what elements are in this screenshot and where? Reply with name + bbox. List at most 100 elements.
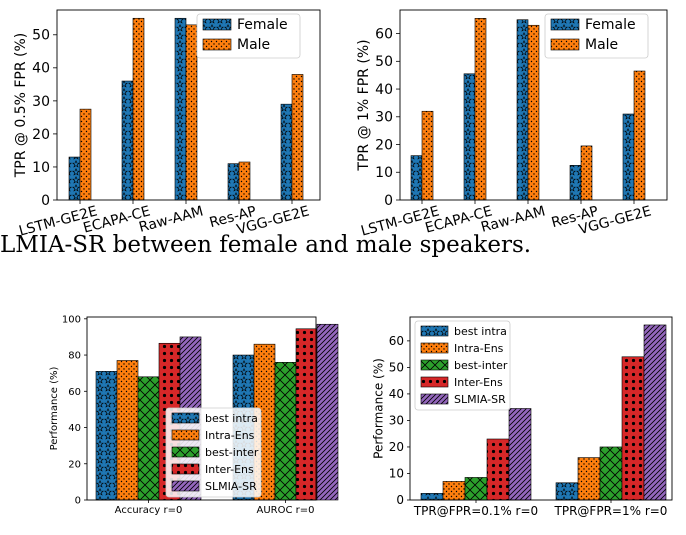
chart-4: TPR@FPR=0.1% r=0 TPR@FPR=1% r=0 0 10 20 30 40 5… — [372, 316, 673, 518]
legend-label: best-inter — [454, 359, 508, 372]
bar-hatch — [317, 324, 338, 500]
bar-hatch — [175, 18, 186, 201]
chart-3: Accuracy r=0 AUROC r=0 0 20 40 60 80 100 Perform… — [49, 314, 339, 516]
legend-label: best-inter — [205, 446, 259, 459]
axes-frame — [86, 316, 317, 501]
y-tick-label: 20 — [389, 440, 404, 454]
bar-hatch — [228, 163, 239, 200]
bar-hatch — [296, 328, 317, 500]
bar-hatch — [464, 73, 475, 200]
legend-label: Intra-Ens — [454, 342, 504, 355]
bar-hatch — [644, 324, 666, 500]
x-tick-label: TPR@FPR=0.1% r=0 — [413, 504, 538, 518]
legend: best intra Intra-Ens best-inter Inter-Ens SL… — [414, 320, 511, 411]
bar-hatch — [422, 111, 433, 200]
legend-label: SLMIA-SR — [205, 480, 257, 493]
legend-swatch-hatch — [172, 447, 199, 457]
bar-hatch — [509, 408, 531, 500]
bar-hatch — [133, 18, 144, 201]
bar-hatch — [421, 493, 443, 500]
y-tick-label: 0 — [384, 193, 393, 209]
legend-swatch-hatch — [172, 464, 199, 474]
axes-frame — [56, 9, 321, 201]
y-tick-label: 30 — [32, 94, 50, 110]
legend-swatch-hatch — [203, 39, 231, 50]
bar-hatch — [578, 457, 600, 500]
legend-label: Intra-Ens — [205, 429, 255, 442]
y-axis-label: Performance (%) — [49, 366, 60, 450]
y-tick-label: 20 — [68, 459, 81, 470]
y-tick-label: 50 — [389, 361, 404, 375]
bar-hatch — [581, 145, 592, 200]
bar-hatch — [186, 24, 197, 200]
y-tick-label: 40 — [375, 82, 393, 98]
bar-hatch — [292, 74, 303, 200]
bar-hatch — [443, 481, 465, 500]
x-tick-label: Accuracy r=0 — [115, 505, 183, 516]
legend-swatch-hatch — [421, 394, 448, 404]
bar-hatch — [517, 19, 528, 201]
y-tick-label: 20 — [32, 127, 50, 143]
y-tick-label: 30 — [375, 110, 393, 126]
bar-hatch — [281, 104, 292, 200]
bar-hatch — [634, 71, 645, 200]
y-tick-label: 50 — [375, 54, 393, 70]
legend-label: Female — [585, 17, 636, 33]
y-tick-label: 0 — [75, 496, 81, 507]
y-tick-label: 50 — [32, 28, 50, 44]
bar-hatch — [275, 362, 296, 500]
x-tick-label: TPR@FPR=1% r=0 — [554, 504, 668, 518]
legend-label: best intra — [454, 325, 507, 338]
legend-label: Inter-Ens — [205, 463, 254, 476]
y-tick-label: 40 — [32, 61, 50, 77]
bar-hatch — [96, 371, 117, 500]
bar-hatch — [138, 376, 159, 500]
y-tick-label: 40 — [68, 423, 81, 434]
legend-label: Male — [237, 37, 270, 53]
axes-frame — [409, 316, 673, 501]
legend-label: Female — [237, 17, 288, 33]
bar-hatch — [411, 155, 422, 200]
legend-swatch-hatch — [172, 430, 199, 440]
legend-swatch-hatch — [421, 343, 448, 353]
legend-swatch-hatch — [551, 39, 579, 50]
legend: Female Male — [544, 13, 649, 59]
y-tick-label: 60 — [375, 26, 393, 42]
bar-hatch — [622, 356, 644, 500]
legend-swatch-hatch — [421, 326, 448, 336]
figure-caption: LMIA-SR between female and male speakers… — [0, 232, 532, 258]
y-tick-label: 60 — [389, 334, 404, 348]
bar-hatch — [570, 165, 581, 200]
legend-swatch-hatch — [421, 377, 448, 387]
legend-swatch-hatch — [551, 19, 579, 30]
legend-swatch-hatch — [421, 360, 448, 370]
bar-hatch — [556, 482, 578, 500]
legend-swatch-hatch — [172, 481, 199, 491]
bar-hatch — [600, 446, 622, 500]
bar-hatch — [623, 114, 634, 200]
legend-label: Inter-Ens — [454, 376, 503, 389]
y-tick-label: 20 — [375, 137, 393, 153]
y-tick-label: 60 — [68, 387, 81, 398]
legend-swatch-hatch — [203, 19, 231, 30]
y-axis-label: Performance (%) — [372, 358, 386, 459]
y-axis-label: TPR @ 1% FPR (%) — [356, 39, 372, 171]
bar-hatch — [80, 109, 91, 200]
legend: best intra Intra-Ens best-inter Inter-Ens SL… — [165, 407, 262, 498]
y-tick-label: 10 — [32, 160, 50, 176]
bar-hatch — [487, 439, 509, 500]
x-tick-label: AUROC r=0 — [257, 505, 315, 516]
legend: Female Male — [196, 13, 301, 59]
legend-label: best intra — [205, 412, 258, 425]
y-tick-label: 0 — [396, 493, 404, 507]
bar-hatch — [117, 360, 138, 500]
axes-frame — [399, 9, 668, 201]
bar-hatch — [69, 157, 80, 200]
bar-hatch — [122, 81, 133, 200]
y-tick-label: 100 — [62, 314, 81, 325]
bar-hatch — [465, 477, 487, 500]
